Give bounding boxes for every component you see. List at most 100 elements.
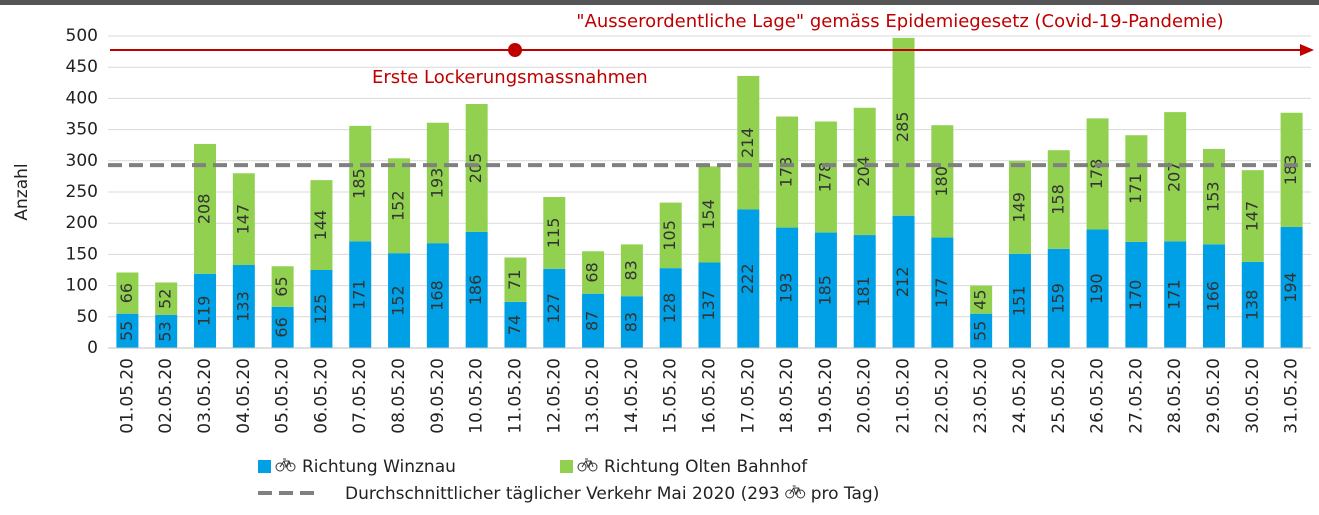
y-axis-label: Anzahl xyxy=(12,163,32,220)
bar-segment xyxy=(1125,135,1148,242)
value-label: 171 xyxy=(1165,279,1184,310)
x-tick-label: 11.05.20 xyxy=(505,358,525,434)
value-label: 207 xyxy=(1165,161,1184,192)
bar-segment xyxy=(194,143,217,274)
bar-segment xyxy=(543,196,566,269)
bar-segment xyxy=(582,293,605,348)
bar-segment xyxy=(698,166,721,263)
value-label: 204 xyxy=(854,156,873,187)
bar-segment xyxy=(620,296,643,348)
x-tick-label: 08.05.20 xyxy=(389,358,409,434)
x-tick-label: 04.05.20 xyxy=(234,358,254,434)
value-label: 149 xyxy=(1009,192,1028,223)
y-tick-label: 200 xyxy=(66,213,98,233)
value-label: 55 xyxy=(971,321,990,341)
value-label: 74 xyxy=(505,315,524,335)
bar-segment xyxy=(970,285,993,314)
bar-segment xyxy=(310,270,333,348)
value-label: 159 xyxy=(1048,283,1067,314)
x-tick-label: 13.05.20 xyxy=(583,358,603,434)
legend-label: Richtung Winznau xyxy=(302,457,456,477)
legend-swatch xyxy=(560,460,573,473)
bar-segment xyxy=(232,173,255,266)
value-label: 154 xyxy=(699,199,718,230)
bar-segment xyxy=(232,265,255,348)
bar-segment xyxy=(659,268,682,348)
value-label: 151 xyxy=(1009,286,1028,317)
y-tick-label: 350 xyxy=(66,120,98,140)
bar-segment xyxy=(465,231,488,348)
value-label: 168 xyxy=(427,280,446,311)
bar-segment xyxy=(698,262,721,348)
value-label: 71 xyxy=(505,269,524,289)
value-label: 144 xyxy=(311,210,330,241)
x-tick-label: 26.05.20 xyxy=(1088,358,1108,434)
bar-segment xyxy=(737,75,760,210)
value-label: 147 xyxy=(233,204,252,235)
value-label: 194 xyxy=(1281,272,1300,303)
bar-segment xyxy=(426,122,449,244)
x-tick-label: 21.05.20 xyxy=(894,358,914,434)
y-tick-label: 500 xyxy=(66,26,98,46)
value-label: 119 xyxy=(195,296,214,327)
bar-segment xyxy=(1280,112,1303,227)
value-label: 285 xyxy=(893,112,912,143)
value-label: 87 xyxy=(583,311,602,331)
bar-segment xyxy=(892,37,915,216)
x-tick-label: 25.05.20 xyxy=(1049,358,1069,434)
bar-segment xyxy=(737,209,760,348)
value-label: 66 xyxy=(272,317,291,337)
bar-segment xyxy=(1125,241,1148,348)
value-label: 186 xyxy=(466,275,485,306)
value-label: 55 xyxy=(117,321,136,341)
x-tick-label: 19.05.20 xyxy=(816,358,836,434)
value-label: 177 xyxy=(932,278,951,309)
value-label: 170 xyxy=(1126,280,1145,311)
value-label: 193 xyxy=(777,273,796,304)
x-tick-label: 29.05.20 xyxy=(1204,358,1224,434)
bar-segment xyxy=(504,301,527,348)
value-label: 128 xyxy=(660,293,679,324)
bar-segment xyxy=(776,227,799,348)
value-label: 115 xyxy=(544,218,563,249)
value-label: 147 xyxy=(1242,201,1261,232)
bar-segment xyxy=(1008,253,1031,348)
bar-segment xyxy=(116,272,139,314)
bar-segment xyxy=(892,215,915,348)
value-label: 171 xyxy=(350,279,369,310)
bar-segment xyxy=(310,180,333,270)
value-label: 137 xyxy=(699,290,718,321)
bar-segment xyxy=(1047,150,1070,249)
annotation: Erste Lockerungsmassnahmen xyxy=(372,67,648,88)
value-label: 181 xyxy=(854,276,873,307)
value-label: 166 xyxy=(1203,281,1222,312)
value-label: 153 xyxy=(1203,181,1222,212)
bar-segment xyxy=(814,232,837,348)
bar-segment xyxy=(465,104,488,232)
x-tick-label: 30.05.20 xyxy=(1243,358,1263,434)
value-label: 185 xyxy=(815,275,834,306)
bar-segment xyxy=(271,266,294,307)
x-tick-label: 22.05.20 xyxy=(932,358,952,434)
bar-segment xyxy=(931,237,954,348)
value-label: 193 xyxy=(427,168,446,199)
bar-segment xyxy=(1164,241,1187,348)
x-tick-label: 31.05.20 xyxy=(1282,358,1302,434)
bar-segment xyxy=(349,125,372,242)
ref-label: pro Tag) xyxy=(811,484,880,504)
value-label: 133 xyxy=(233,291,252,322)
bar-segment xyxy=(1241,261,1264,348)
bar-segment xyxy=(1008,160,1031,254)
y-tick-label: 400 xyxy=(66,88,98,108)
x-tick-label: 27.05.20 xyxy=(1126,358,1146,434)
annotation: "Ausserordentliche Lage" gemäss Epidemie… xyxy=(576,11,1223,32)
bar-segment xyxy=(388,158,411,254)
value-label: 185 xyxy=(350,168,369,199)
value-label: 180 xyxy=(932,166,951,197)
bar-segment xyxy=(426,243,449,348)
x-tick-label: 23.05.20 xyxy=(971,358,991,434)
bar-segment xyxy=(388,253,411,348)
value-label: 83 xyxy=(621,312,640,332)
value-label: 208 xyxy=(195,194,214,225)
bar-segment xyxy=(155,282,178,315)
